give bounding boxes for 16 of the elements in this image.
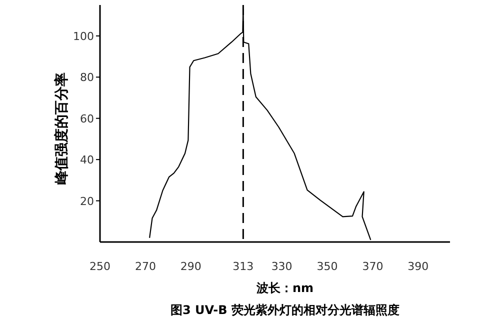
y-tick-label: 20	[80, 194, 94, 208]
x-tick-label: 350	[316, 260, 338, 273]
x-tick-label: 370	[362, 260, 384, 273]
y-axis-title: 峰值强度的百分率	[53, 72, 70, 184]
x-tick-label: 330	[271, 260, 292, 273]
y-tick-label: 80	[80, 71, 94, 84]
x-tick-label: 290	[180, 260, 202, 273]
y-tick-label: 60	[80, 112, 94, 126]
x-tick-label: 250	[90, 260, 110, 273]
x-tick-label: 270	[134, 260, 156, 273]
y-tick-label: 100	[73, 30, 94, 43]
x-axis-title: 波长：nm	[255, 281, 314, 295]
y-tick-label: 40	[80, 154, 94, 167]
x-tick-label: 313	[232, 260, 254, 273]
text: 图3 UV-B 荧光紫外灯的相对分光谱辐照度	[170, 303, 400, 317]
x-tick-label: 390	[408, 260, 429, 273]
